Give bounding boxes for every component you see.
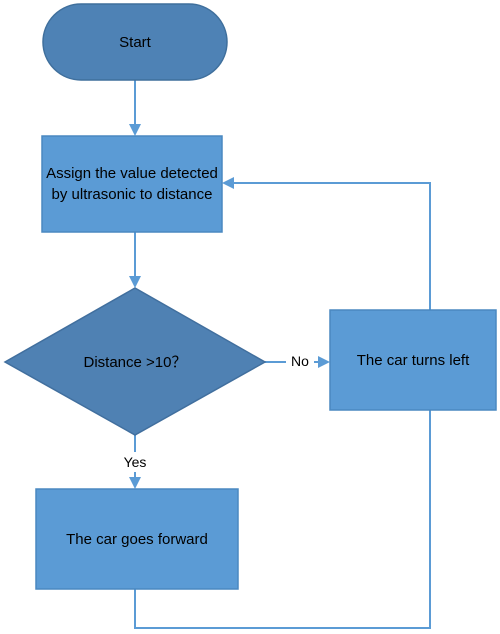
edge-label-no: No bbox=[291, 352, 309, 369]
connector-turn-left-loop-back bbox=[222, 177, 431, 310]
decision-diamond bbox=[3, 287, 267, 436]
connectors bbox=[134, 80, 431, 629]
connector-forward-loop-back bbox=[134, 410, 431, 629]
decision-label: Distance >10？ bbox=[83, 353, 187, 371]
start-terminal bbox=[42, 3, 228, 81]
assign-process-box bbox=[41, 135, 223, 233]
turn-left-label: The car turns left bbox=[356, 351, 470, 369]
forward-label: The car goes forward bbox=[66, 530, 208, 548]
start-label: Start bbox=[119, 33, 151, 51]
forward-process-box bbox=[35, 488, 239, 590]
assign-label: Assign the value detected by ultrasonic … bbox=[46, 165, 218, 203]
turn-left-process-box bbox=[329, 309, 497, 411]
edge-label-yes: Yes bbox=[123, 453, 147, 470]
